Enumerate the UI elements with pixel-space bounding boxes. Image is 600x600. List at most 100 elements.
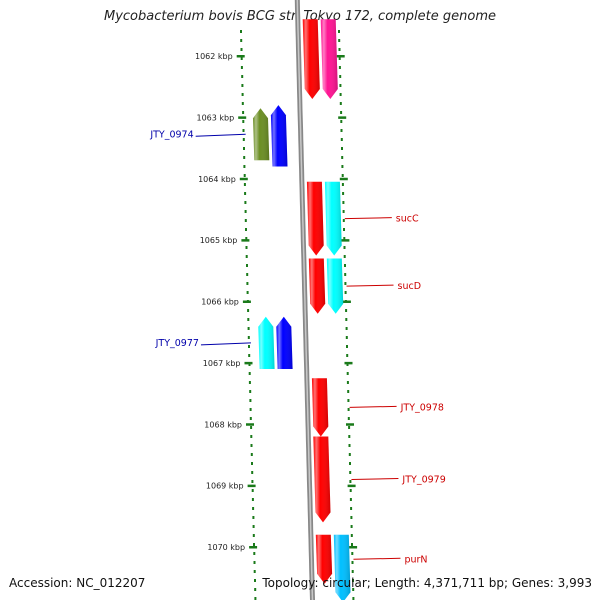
ruler-right-dot [344,291,347,294]
ruler-left-dot [253,561,256,564]
ruler-right-dot [352,588,355,591]
ruler-right-dot [342,219,345,222]
tick-label-1062-kbp: 1062 kbp [195,52,233,61]
gene-label-jty_0977[interactable]: JTY_0977 [155,338,199,349]
tick-label-1070-kbp: 1070 kbp [207,543,245,552]
ruler-left-dot [250,444,253,447]
gene-label-purn[interactable]: purN [404,554,427,565]
ruler-left-dot [243,156,246,159]
ruler-right-dot [341,183,344,186]
ruler-left-dot [253,543,255,546]
ruler-right-dot [350,516,353,519]
ruler-right-dot [347,390,350,393]
major-tick [241,239,250,242]
ruler-left-dot [251,480,254,483]
cds-arrow-shade [302,19,320,100]
label-leader-succ [344,217,392,220]
ruler-right-dot [346,354,349,357]
major-tick-right [341,239,350,242]
ruler-right-dot [351,552,354,555]
ruler-right-dot [343,255,346,258]
ruler-left-dot [242,120,245,123]
ruler-right-dot [342,201,345,204]
major-tick-right [339,177,348,181]
ruler-right-dot [345,318,348,321]
ruler-left-dot [243,183,246,186]
ruler-right-dot [341,156,344,159]
gene-label-sucd[interactable]: sucD [398,281,422,292]
ruler-left-dot [250,426,253,429]
ruler-left-dot [244,192,247,195]
ruler-left-dot [251,462,253,465]
ruler-left-dot [254,597,257,600]
ruler-left-dot [248,354,251,357]
ruler-right-dot [339,102,342,105]
gene-label-jty_0978[interactable]: JTY_0978 [400,402,444,413]
ruler-left-dot [241,75,244,78]
major-tick [249,546,258,549]
major-tick [238,116,247,119]
feature-arrow-shade [324,181,342,256]
ruler-left-dot [250,435,253,438]
feature-arrow-shade [326,258,344,314]
ruler-right-dot [348,435,351,438]
ruler-left-dot [240,57,243,60]
ruler-right-dot [350,534,353,537]
tick-label-1065-kbp: 1065 kbp [200,236,238,245]
ruler-left-dot [254,579,256,582]
ruler-right-dot [348,453,351,456]
ruler-left-dot [245,255,248,258]
ruler-left-dot [251,471,254,474]
ruler-left-dot [246,291,249,294]
ruler-left-dot [248,363,251,366]
ruler-right-dot [338,30,340,33]
feature-arrow-shade [333,534,351,600]
ruler-right-dot [338,57,341,60]
gene-label-jty_0974[interactable]: JTY_0974 [149,129,193,140]
label-leader-jty_0977 [200,342,251,346]
ruler-left-dot [251,498,254,501]
tick-label-1069-kbp: 1069 kbp [206,482,244,491]
ruler-left-dot [253,570,256,573]
major-tick-right [347,484,356,488]
ruler-right-dot [351,570,354,573]
ruler-left-dot [247,327,250,330]
ruler-right-dot [349,471,352,474]
gene-label-jty_0979[interactable]: JTY_0979 [401,474,445,485]
ruler-right-dot [341,147,343,150]
ruler-right-dot [351,543,353,546]
ruler-right-dot [343,246,346,249]
ruler-left-dot [254,588,257,591]
major-tick-right [342,300,351,303]
ruler-left-dot [245,228,247,231]
ruler-left-dot [243,147,245,150]
ruler-right-dot [349,498,352,501]
ruler-right-dot [340,129,343,132]
major-tick-right [349,546,358,549]
ruler-left-dot [243,165,246,168]
ruler-right-dot [349,462,351,465]
ruler-right-dot [344,282,347,285]
ruler-right-dot [339,93,342,96]
gene-label-succ[interactable]: sucC [396,214,419,225]
ruler-right-dot [345,336,348,339]
ruler-right-dot [346,372,349,375]
label-leader-sucd [346,284,394,287]
major-tick-right [338,116,347,119]
tick-label-1063-kbp: 1063 kbp [196,113,234,122]
ruler-right-dot [338,39,341,42]
ruler-right-dot [341,174,344,177]
major-tick-right [344,361,353,365]
accession-text: Accession: NC_012207 [9,576,146,590]
ruler-left-dot [246,264,248,267]
ruler-left-dot [252,507,255,510]
ruler-right-dot [347,417,350,420]
tick-label-1066-kbp: 1066 kbp [201,298,239,307]
ruler-right-dot [349,480,352,483]
ruler-left-dot [246,282,249,285]
ruler-left-dot [241,102,244,105]
ruler-right-dot [341,165,344,168]
ruler-right-dot [344,273,347,276]
cds-arrow-shade [270,105,288,167]
major-tick [244,361,253,365]
